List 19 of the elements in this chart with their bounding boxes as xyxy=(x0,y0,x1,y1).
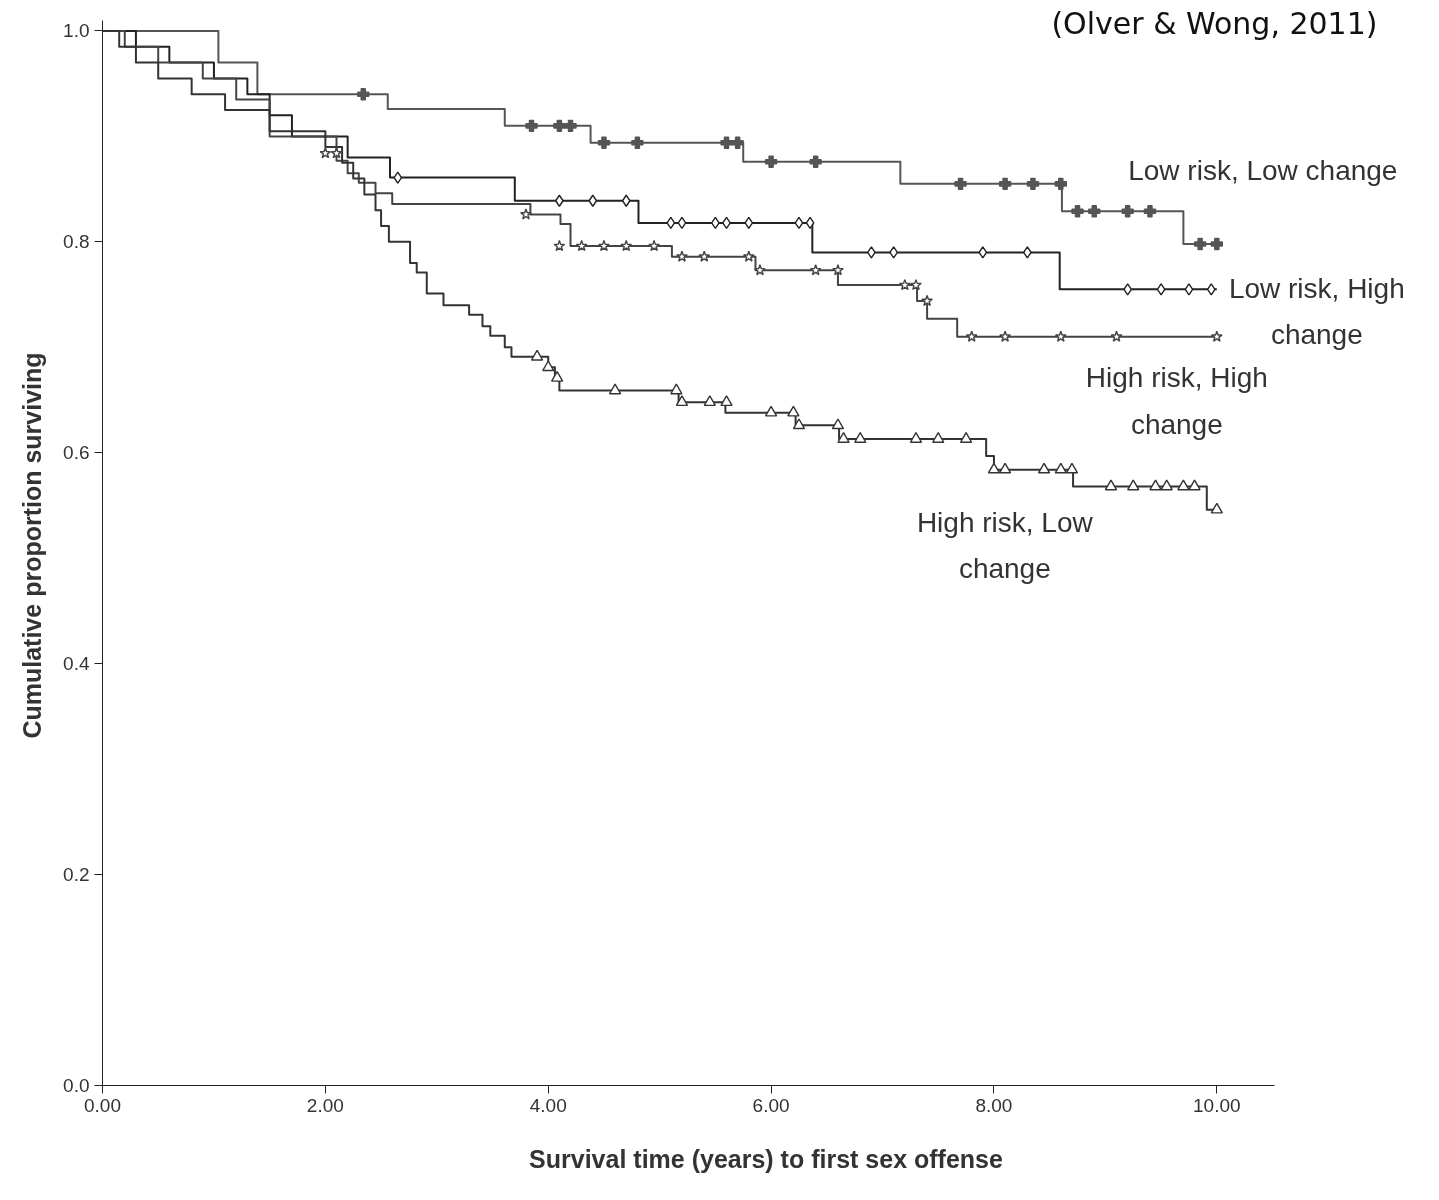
annotation: (Olver & Wong, 2011) xyxy=(1051,5,1378,41)
y-tick-label: 0.8 xyxy=(63,231,90,253)
y-tick-label: 0.6 xyxy=(63,442,90,464)
series-label: High risk, High change xyxy=(1085,362,1268,440)
y-tick-label: 0.2 xyxy=(63,864,90,886)
y-tick-label: 0.0 xyxy=(63,1075,90,1096)
x-tick-label: 4.00 xyxy=(529,1094,567,1116)
y-axis-title: Cumulative proportion surviving xyxy=(18,352,47,739)
y-tick-label: 1.0 xyxy=(63,20,90,42)
y-tick-label: 0.4 xyxy=(63,653,90,675)
series-label: Low risk, Low change xyxy=(1128,155,1398,187)
x-tick-label: 0.00 xyxy=(84,1094,121,1116)
x-tick-label: 6.00 xyxy=(752,1094,790,1116)
x-tick-label: 10.00 xyxy=(1193,1094,1241,1116)
x-tick-label: 8.00 xyxy=(975,1094,1013,1116)
x-tick-label: 2.00 xyxy=(306,1094,344,1116)
x-axis-title: Survival time (years) to first sex offense xyxy=(529,1144,1003,1173)
series-label: Low risk, High change xyxy=(1228,272,1405,351)
series-label: High risk, Low change xyxy=(916,506,1094,585)
